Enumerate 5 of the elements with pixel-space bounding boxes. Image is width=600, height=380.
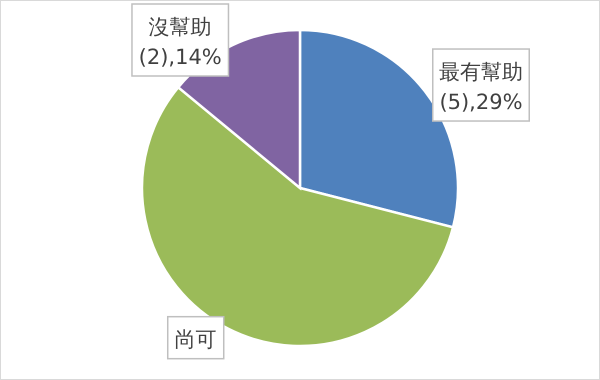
slice-label: 尚可 <box>174 328 217 352</box>
data-label: (5),29% <box>439 90 523 114</box>
slice-label: 最有幫助 <box>438 60 523 84</box>
data-label: (2),14% <box>138 45 222 69</box>
slice-label: 沒幫助 <box>148 15 212 39</box>
